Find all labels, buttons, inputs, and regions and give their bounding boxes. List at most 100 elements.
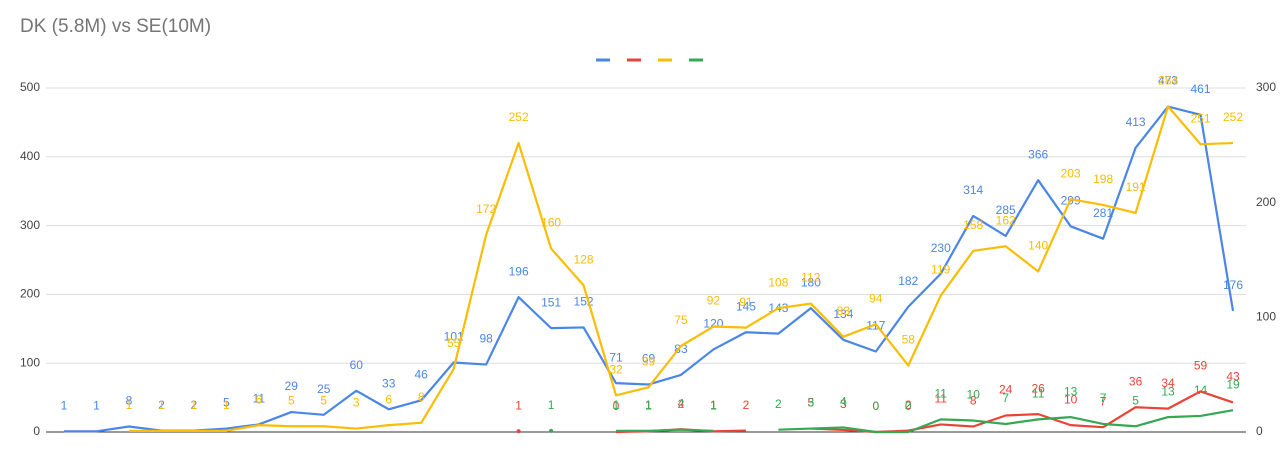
data-label: 91 (739, 295, 753, 309)
data-label: 98 (479, 332, 493, 346)
data-label: 11 (253, 392, 266, 406)
data-label: 83 (674, 342, 688, 356)
data-label: 32 (609, 362, 623, 376)
data-label: 1 (710, 398, 717, 412)
data-label: 1 (645, 398, 652, 412)
data-label: 2 (158, 398, 165, 412)
data-label: 1 (710, 398, 717, 412)
data-label: 7 (1100, 394, 1107, 408)
data-label: 314 (963, 183, 983, 197)
data-label: 43 (1226, 370, 1240, 384)
data-label: 14 (1194, 383, 1208, 397)
data-label: 0 (872, 399, 879, 413)
data-label: 2 (905, 398, 912, 412)
data-label: 55 (447, 336, 461, 350)
data-label: 13 (1161, 384, 1175, 398)
y-tick-label: 300 (20, 218, 40, 232)
data-label: 2 (191, 398, 198, 412)
data-label: 94 (869, 291, 883, 305)
data-label: 6 (255, 392, 262, 406)
data-label: 3 (808, 396, 815, 410)
data-label: 3 (353, 396, 360, 410)
series-line (64, 105, 1235, 433)
data-label: 252 (509, 110, 529, 124)
data-label: 101 (444, 330, 464, 344)
data-label: 5 (808, 396, 815, 410)
data-label: 134 (833, 307, 853, 321)
data-label: 92 (707, 294, 721, 308)
data-label: 69 (642, 352, 656, 366)
data-label: 1 (613, 398, 620, 412)
data-label: 7 (1002, 391, 1009, 405)
data-label: 2 (743, 398, 750, 412)
data-label: 366 (1028, 147, 1048, 161)
data-label: 251 (1191, 111, 1211, 125)
data-label: 34 (1161, 376, 1175, 390)
data-label: 4 (840, 395, 847, 409)
data-label: 7 (1100, 391, 1107, 405)
data-label: 5 (223, 396, 230, 410)
data-label: 29 (285, 379, 299, 393)
y-tick-label: 100 (20, 355, 40, 369)
data-label: 11 (935, 387, 948, 401)
data-label: 413 (1126, 115, 1146, 129)
y2-tick-label: 0 (1256, 424, 1263, 438)
data-label: 252 (1223, 110, 1243, 124)
data-label: 461 (1191, 82, 1211, 96)
data-label: 1 (158, 398, 165, 412)
data-label: 10 (1064, 392, 1078, 406)
data-label: 128 (574, 252, 594, 266)
data-label: 2 (775, 397, 782, 411)
series-line (128, 105, 1234, 432)
data-label: 39 (642, 354, 656, 368)
data-label: 191 (1126, 180, 1146, 194)
data-label: 83 (837, 304, 851, 318)
data-label: 60 (350, 358, 364, 372)
data-label: 140 (1028, 239, 1048, 253)
data-label: 71 (609, 350, 623, 364)
data-label: 5 (288, 393, 295, 407)
data-label: 5 (320, 393, 327, 407)
data-label: 59 (1194, 359, 1208, 373)
data-label: 3 (840, 397, 847, 411)
data-label: 151 (541, 295, 561, 309)
data-label: 11 (1032, 387, 1045, 401)
data-label: 230 (931, 241, 951, 255)
data-label: 46 (415, 368, 429, 382)
data-label: 203 (1061, 166, 1081, 180)
data-label: 1 (223, 398, 230, 412)
data-label: 1 (645, 398, 652, 412)
y-tick-label: 400 (20, 149, 40, 163)
point (549, 428, 554, 433)
data-label: 5 (1132, 393, 1139, 407)
chart-title: DK (5.8M) vs SE(10M) (20, 16, 211, 37)
data-label: 180 (801, 275, 821, 289)
data-label: 285 (996, 203, 1016, 217)
data-label: 172 (476, 202, 496, 216)
data-label: 4 (678, 396, 685, 410)
data-label: 26 (1031, 381, 1045, 395)
data-label: 281 (1093, 206, 1113, 220)
data-label: 1 (93, 398, 100, 412)
y2-tick-label: 200 (1256, 195, 1276, 209)
data-label: 158 (963, 218, 983, 232)
data-label: 162 (996, 213, 1016, 227)
data-label: 13 (1064, 384, 1078, 398)
data-label: 119 (931, 263, 950, 277)
data-label: 24 (999, 383, 1013, 397)
data-label: 176 (1223, 278, 1243, 292)
y2-tick-label: 100 (1256, 310, 1276, 324)
data-label: 33 (382, 376, 396, 390)
data-label: 0 (872, 399, 879, 413)
y-tick-label: 0 (33, 424, 40, 438)
data-label: 8 (418, 390, 425, 404)
y-tick-label: 500 (20, 80, 40, 94)
data-label: 473 (1158, 74, 1178, 88)
data-label: 75 (674, 313, 688, 327)
data-label: 1 (548, 398, 555, 412)
data-label: 19 (1226, 377, 1240, 391)
data-label: 1 (515, 398, 522, 412)
y-tick-label: 200 (20, 287, 40, 301)
data-label: 182 (898, 274, 918, 288)
